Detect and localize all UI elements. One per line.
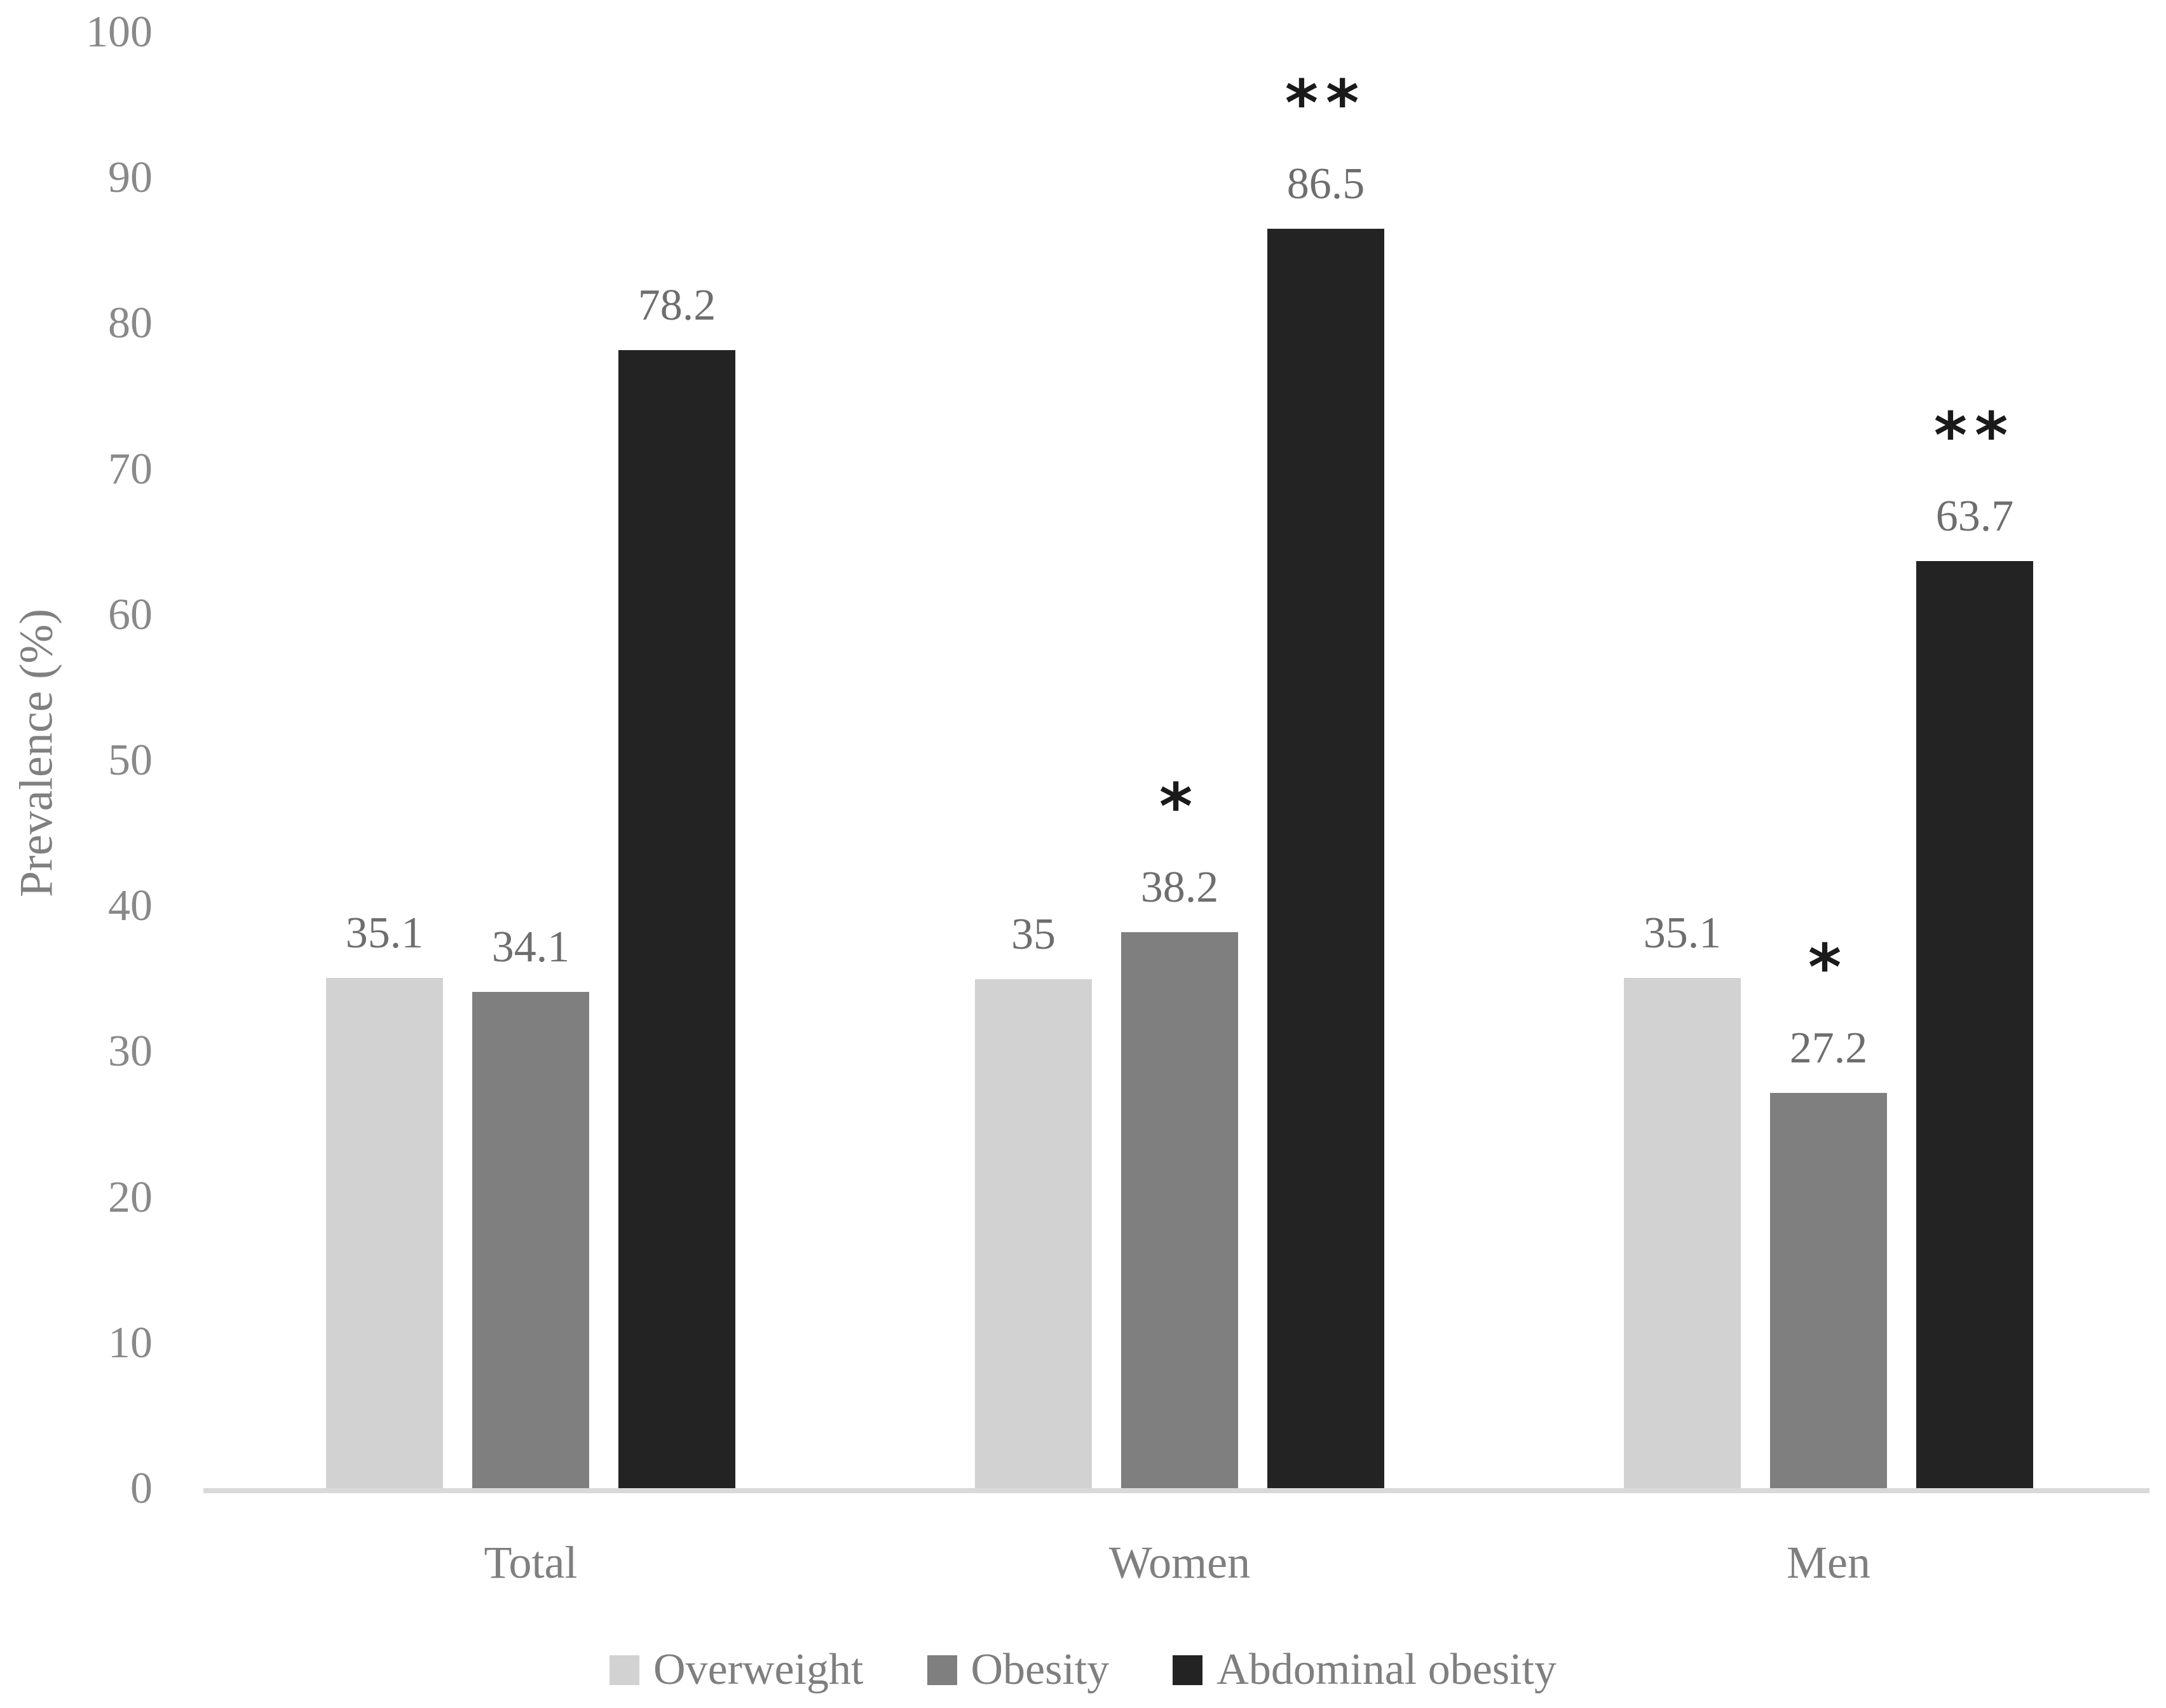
legend-label: Obesity [971,1645,1110,1694]
y-tick-label: 0 [130,1464,153,1513]
legend-swatch-icon [1173,1655,1203,1685]
significance-asterisk: ** [1284,66,1367,141]
y-tick-label: 90 [108,153,153,203]
bar-value-label: 34.1 [491,923,570,972]
bar-overweight [1624,977,1741,1489]
y-tick-label: 60 [108,590,153,639]
y-tick-label: 10 [108,1318,153,1367]
bar-obesity [472,992,589,1489]
legend-item-overweight: Overweight [610,1644,864,1695]
y-tick-label: 70 [108,444,153,494]
legend: Overweight Obesity Abdominal obesity [0,1639,2166,1700]
bar-value-label: 63.7 [1935,491,2014,541]
bar-obesity [1770,1092,1887,1489]
bar-value-label: 78.2 [637,280,716,330]
bar-abdominal-obesity [1267,229,1384,1489]
y-tick-label: 30 [108,1027,153,1076]
bar-value-label: 35.1 [1643,908,1722,958]
x-category-label: Women [1108,1537,1251,1588]
bar-overweight [975,979,1092,1489]
y-tick-label: 80 [108,299,153,348]
bar-obesity [1121,932,1238,1489]
y-tick-label: 100 [86,8,153,57]
bar-value-label: 27.2 [1789,1023,1868,1073]
bar-value-label: 86.5 [1286,159,1365,209]
bar-overweight [326,977,443,1489]
legend-label: Abdominal obesity [1216,1645,1556,1694]
legend-item-abdominal-obesity: Abdominal obesity [1173,1644,1556,1695]
bar-value-label: 35.1 [345,908,424,958]
significance-asterisk: * [1808,930,1849,1005]
bar-value-label: 38.2 [1140,863,1219,912]
significance-asterisk: ** [1933,398,2016,473]
y-tick-label: 50 [108,736,153,785]
significance-asterisk: * [1159,769,1201,844]
bar-value-label: 35 [1011,909,1056,959]
x-category-label: Total [484,1537,578,1588]
bar-abdominal-obesity [1916,560,2033,1489]
legend-item-obesity: Obesity [927,1644,1110,1695]
y-tick-label: 20 [108,1172,153,1222]
legend-swatch-icon [610,1655,640,1685]
x-axis-line [203,1488,2149,1493]
bar-abdominal-obesity [618,349,735,1489]
legend-swatch-icon [927,1655,957,1685]
legend-label: Overweight [653,1645,864,1694]
y-tick-label: 40 [108,881,153,931]
x-category-label: Men [1787,1537,1870,1588]
